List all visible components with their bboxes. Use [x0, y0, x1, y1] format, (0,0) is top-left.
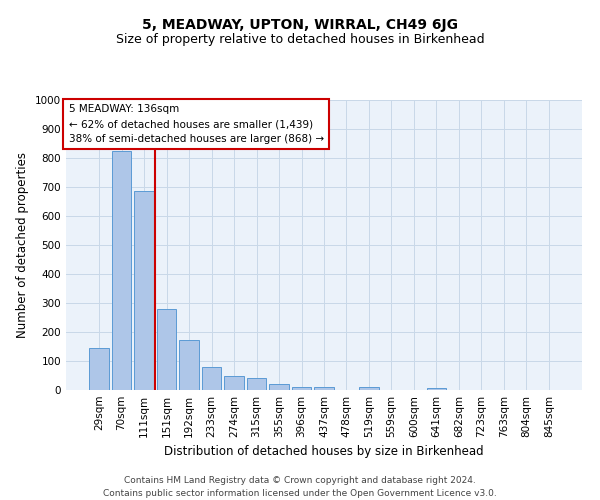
- Text: Size of property relative to detached houses in Birkenhead: Size of property relative to detached ho…: [116, 32, 484, 46]
- Bar: [89, 348, 109, 390]
- Bar: [247, 378, 266, 390]
- Y-axis label: Number of detached properties: Number of detached properties: [16, 152, 29, 338]
- X-axis label: Distribution of detached houses by size in Birkenhead: Distribution of detached houses by size …: [164, 446, 484, 458]
- Bar: [359, 387, 379, 390]
- Bar: [224, 376, 244, 390]
- Bar: [112, 151, 131, 390]
- Bar: [269, 384, 289, 390]
- Bar: [427, 388, 446, 390]
- Bar: [202, 368, 221, 390]
- Bar: [292, 387, 311, 390]
- Bar: [157, 309, 176, 390]
- Bar: [134, 192, 154, 390]
- Text: 5 MEADWAY: 136sqm
← 62% of detached houses are smaller (1,439)
38% of semi-detac: 5 MEADWAY: 136sqm ← 62% of detached hous…: [68, 104, 324, 144]
- Bar: [314, 387, 334, 390]
- Text: Contains HM Land Registry data © Crown copyright and database right 2024.
Contai: Contains HM Land Registry data © Crown c…: [103, 476, 497, 498]
- Text: 5, MEADWAY, UPTON, WIRRAL, CH49 6JG: 5, MEADWAY, UPTON, WIRRAL, CH49 6JG: [142, 18, 458, 32]
- Bar: [179, 340, 199, 390]
